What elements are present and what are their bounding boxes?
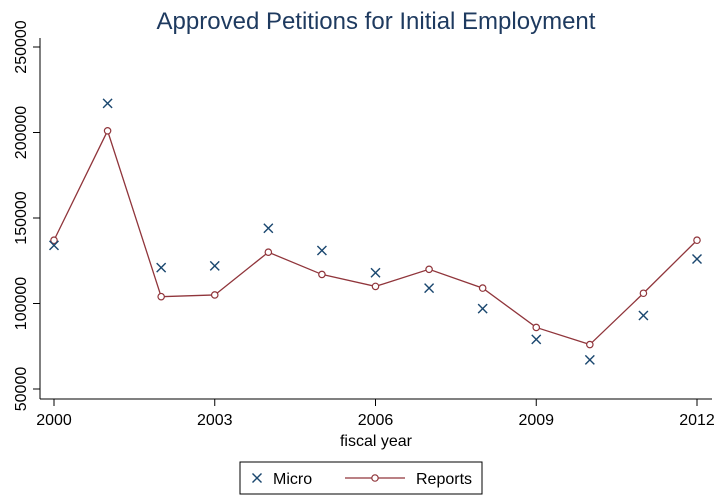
legend-item-micro: Micro (252, 471, 312, 488)
data-point-reports (103, 126, 112, 135)
data-point-micro (531, 334, 542, 345)
data-point-micro (584, 354, 595, 365)
axes (39, 38, 712, 400)
data-point-reports (318, 270, 326, 279)
chart-title: Approved Petitions for Initial Employmen… (157, 8, 596, 35)
legend-circle-marker (371, 474, 379, 482)
data-point-reports (532, 323, 541, 332)
y-tick-label: 200000 (13, 106, 30, 159)
data-point-micro (49, 240, 59, 251)
y-tick-label: 250000 (13, 20, 30, 73)
data-point-micro (638, 310, 649, 321)
data-point-reports (210, 291, 219, 299)
series-layer (49, 98, 702, 365)
y-ticks: 50000 100000 150000 200000 250000 (13, 20, 40, 411)
x-ticks: 2000 2003 2006 2009 2012 (36, 399, 715, 429)
data-point-micro (692, 254, 702, 265)
x-tick-label: 2000 (36, 412, 72, 429)
data-point-reports (157, 292, 165, 301)
legend-box (239, 461, 483, 495)
legend-x-marker (252, 473, 262, 483)
data-point-micro (263, 223, 274, 234)
legend-label-reports: Reports (416, 471, 472, 488)
data-point-reports (371, 282, 380, 291)
data-point-micro (102, 98, 113, 109)
legend-item-reports: Reports (345, 471, 472, 488)
data-point-reports (586, 340, 594, 349)
data-point-micro (209, 260, 220, 271)
x-tick-label: 2012 (679, 412, 715, 429)
x-tick-label: 2003 (197, 412, 233, 429)
data-point-reports (639, 289, 648, 298)
y-tick-label: 150000 (13, 191, 30, 244)
data-point-reports (264, 248, 273, 257)
x-tick-label: 2006 (358, 412, 394, 429)
legend-marker-reports (345, 474, 405, 482)
legend: Micro Reports (239, 461, 483, 495)
data-point-micro (370, 267, 381, 278)
data-point-micro (477, 303, 488, 314)
data-point-reports (693, 236, 701, 245)
data-point-reports (425, 265, 433, 274)
data-point-micro (156, 262, 167, 273)
series-line-reports (53, 129, 698, 346)
data-point-micro (316, 245, 327, 256)
data-point-reports (50, 236, 58, 245)
data-point-micro (424, 283, 435, 294)
y-tick-label: 100000 (13, 277, 30, 330)
data-point-reports (478, 284, 487, 292)
legend-label-micro: Micro (273, 471, 312, 488)
x-tick-label: 2009 (518, 412, 554, 429)
x-axis-title: fiscal year (340, 433, 413, 450)
y-tick-label: 50000 (13, 367, 30, 412)
legend-marker-micro (252, 473, 262, 483)
